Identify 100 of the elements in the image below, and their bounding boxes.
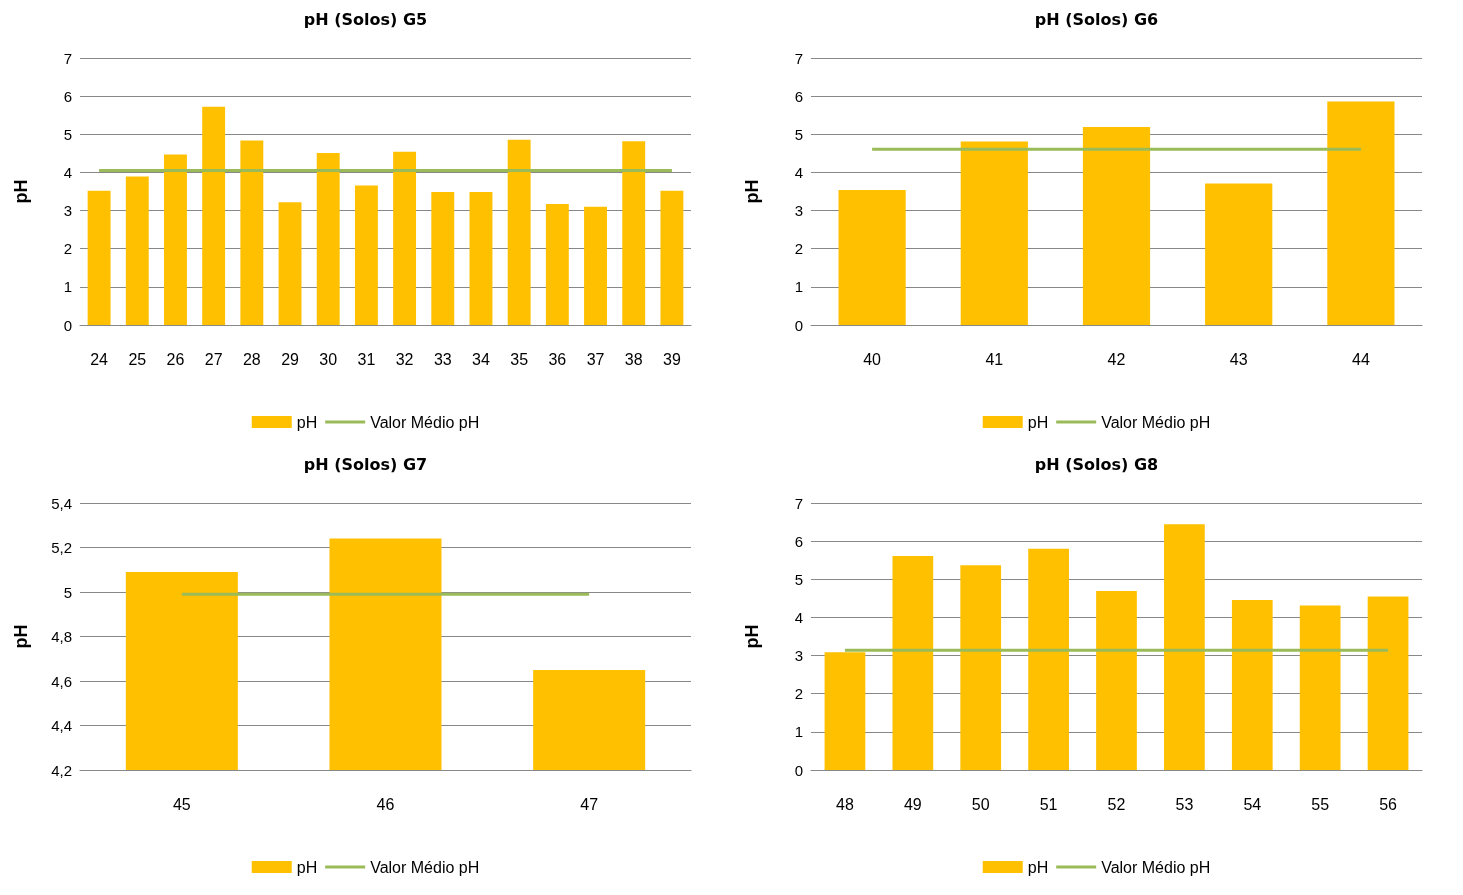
y-tick-label: 4,8 xyxy=(51,628,72,645)
bar xyxy=(660,190,684,325)
y-tick-label: 4 xyxy=(794,163,803,181)
bar xyxy=(1231,599,1273,770)
y-axis-title: pH xyxy=(742,179,762,204)
x-tick-label: 44 xyxy=(1352,350,1370,368)
x-tick-label: 28 xyxy=(242,350,261,368)
bar xyxy=(316,152,340,325)
bar xyxy=(545,204,569,325)
x-tick-label: 25 xyxy=(128,350,147,368)
y-axis-title: pH xyxy=(11,624,31,649)
y-tick-label: 7 xyxy=(63,49,72,67)
chart-title: pH (Solos) G5 xyxy=(303,9,428,29)
legend-label: pH xyxy=(1027,858,1049,876)
y-tick-label: 6 xyxy=(794,532,803,550)
y-axis-title: pH xyxy=(11,179,31,204)
y-tick-label: 5,4 xyxy=(51,494,72,512)
chart-title: pH (Solos) G6 xyxy=(1034,9,1159,29)
x-tick-label: 37 xyxy=(586,350,605,368)
x-tick-label: 42 xyxy=(1107,350,1126,368)
y-tick-label: 1 xyxy=(794,723,803,741)
bar xyxy=(838,189,906,325)
bar xyxy=(1327,101,1395,325)
y-tick-label: 4 xyxy=(794,608,803,626)
legend-label: Valor Médio pH xyxy=(370,858,480,876)
x-tick-label: 53 xyxy=(1175,795,1194,813)
x-tick-label: 52 xyxy=(1107,795,1126,813)
bar xyxy=(584,206,607,325)
x-tick-label: 27 xyxy=(204,350,223,368)
legend-label: pH xyxy=(296,858,318,876)
y-tick-label: 2 xyxy=(63,240,72,258)
legend-label: Valor Médio pH xyxy=(1101,413,1211,431)
bar xyxy=(892,556,934,770)
bar xyxy=(960,565,1002,770)
chart-title: pH (Solos) G7 xyxy=(303,454,428,474)
y-tick-label: 4,6 xyxy=(51,672,72,690)
bar xyxy=(1082,127,1151,325)
x-tick-label: 55 xyxy=(1311,795,1330,813)
y-tick-label: 5 xyxy=(63,583,72,601)
y-tick-label: 4,4 xyxy=(51,717,72,734)
chart-title: pH (Solos) G8 xyxy=(1034,454,1159,474)
bar xyxy=(202,106,226,325)
x-tick-label: 45 xyxy=(172,795,191,813)
x-tick-label: 50 xyxy=(971,795,990,813)
x-tick-label: 32 xyxy=(395,350,414,368)
x-tick-label: 39 xyxy=(663,350,681,368)
y-tick-label: 5 xyxy=(794,570,803,588)
x-tick-label: 46 xyxy=(376,795,395,813)
x-tick-label: 56 xyxy=(1379,795,1398,813)
x-tick-label: 31 xyxy=(357,350,376,368)
bar xyxy=(1367,596,1409,770)
bar xyxy=(354,185,378,325)
x-tick-label: 26 xyxy=(166,350,185,368)
legend-label: Valor Médio pH xyxy=(1101,858,1211,876)
legend-label: pH xyxy=(1027,413,1049,431)
y-tick-label: 4 xyxy=(63,163,72,181)
bar xyxy=(507,139,531,325)
y-tick-label: 3 xyxy=(63,202,72,220)
y-tick-label: 2 xyxy=(794,685,803,703)
bar xyxy=(393,151,417,325)
y-tick-label: 2 xyxy=(794,240,803,258)
x-tick-label: 51 xyxy=(1039,795,1058,813)
bar xyxy=(469,191,493,325)
legend-label: pH xyxy=(296,413,318,431)
y-tick-label: 5,2 xyxy=(51,539,72,556)
x-tick-label: 47 xyxy=(580,795,599,813)
x-tick-label: 35 xyxy=(510,350,529,368)
y-tick-label: 4,2 xyxy=(51,761,72,779)
y-axis-title: pH xyxy=(742,624,762,649)
y-tick-label: 6 xyxy=(63,87,72,105)
y-tick-label: 5 xyxy=(63,125,72,143)
bar xyxy=(431,191,455,325)
bar xyxy=(1299,605,1341,770)
y-tick-label: 0 xyxy=(794,761,803,779)
x-tick-label: 48 xyxy=(836,795,854,813)
x-tick-label: 36 xyxy=(548,350,567,368)
bar xyxy=(125,176,149,325)
x-tick-label: 49 xyxy=(903,795,922,813)
y-tick-label: 1 xyxy=(63,278,72,296)
bar xyxy=(1096,591,1137,770)
x-tick-label: 38 xyxy=(624,350,643,368)
bar xyxy=(164,154,187,325)
bar xyxy=(824,652,866,770)
x-tick-label: 30 xyxy=(319,350,338,368)
x-tick-label: 40 xyxy=(863,350,882,368)
bar xyxy=(1028,548,1069,770)
y-tick-label: 7 xyxy=(794,494,803,512)
x-tick-label: 24 xyxy=(90,350,109,368)
bar xyxy=(960,141,1028,325)
x-tick-label: 54 xyxy=(1243,795,1262,813)
y-tick-label: 3 xyxy=(794,647,803,665)
y-tick-label: 3 xyxy=(794,202,803,220)
bar xyxy=(278,202,302,325)
y-tick-label: 7 xyxy=(794,49,803,67)
x-tick-label: 29 xyxy=(281,350,300,368)
x-tick-label: 43 xyxy=(1229,350,1248,368)
x-tick-label: 33 xyxy=(433,350,452,368)
y-tick-label: 5 xyxy=(794,125,803,143)
y-tick-label: 0 xyxy=(794,316,803,334)
y-tick-label: 6 xyxy=(794,87,803,105)
